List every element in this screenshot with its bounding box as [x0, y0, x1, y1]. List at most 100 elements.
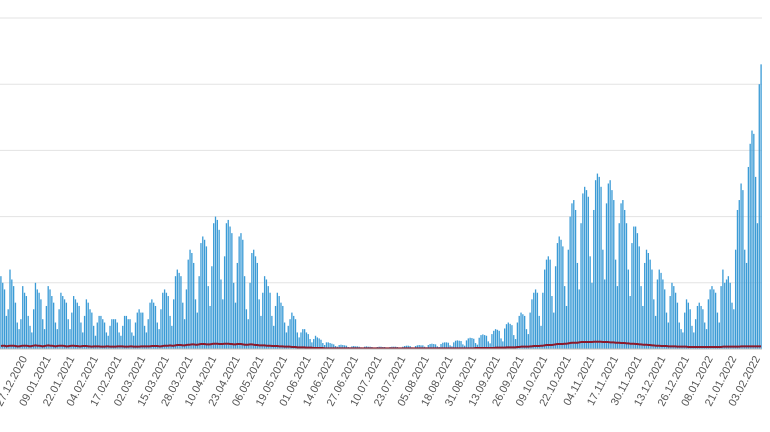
bar — [673, 286, 675, 349]
bar — [223, 256, 226, 349]
bar — [734, 249, 737, 349]
bar — [313, 339, 315, 349]
bar — [69, 329, 71, 349]
bar — [340, 344, 342, 349]
bar — [565, 305, 568, 349]
bar — [649, 259, 651, 349]
bar — [38, 292, 40, 349]
bar — [607, 183, 609, 349]
bar — [314, 335, 317, 349]
bar — [200, 243, 202, 349]
bar — [205, 246, 208, 349]
bar — [533, 292, 535, 349]
bar — [713, 289, 715, 349]
bar — [231, 233, 233, 349]
bar — [245, 309, 248, 349]
bar — [509, 323, 511, 349]
bar — [640, 286, 642, 349]
bar — [474, 343, 477, 349]
bar — [138, 309, 140, 349]
bar — [163, 289, 166, 349]
bar — [294, 319, 297, 349]
bar — [534, 289, 537, 349]
bar — [485, 335, 488, 349]
bar — [343, 345, 346, 349]
bar — [524, 315, 526, 349]
bar — [51, 296, 53, 349]
bar — [745, 262, 748, 349]
bar — [96, 322, 98, 349]
bar — [280, 302, 282, 349]
bar — [645, 249, 648, 349]
bar — [525, 329, 528, 349]
bar — [553, 312, 555, 349]
bar — [60, 292, 62, 349]
bar — [491, 334, 493, 349]
bar — [602, 249, 604, 349]
bar — [25, 296, 28, 349]
bar — [576, 262, 579, 349]
bar — [338, 345, 340, 349]
bar — [616, 286, 619, 349]
bar — [149, 302, 151, 349]
bar — [214, 216, 217, 349]
bar — [43, 329, 46, 349]
bar — [578, 289, 580, 349]
bar — [554, 266, 557, 349]
bar — [305, 332, 308, 349]
bar — [36, 289, 38, 349]
bar — [174, 276, 177, 349]
bar — [449, 345, 451, 349]
bar — [434, 344, 437, 349]
bar — [12, 286, 15, 349]
bar — [151, 299, 153, 349]
bar — [476, 344, 479, 349]
bar — [584, 186, 586, 349]
bar — [604, 279, 606, 349]
bar — [98, 315, 100, 349]
bar — [698, 302, 700, 349]
bar — [320, 339, 322, 349]
bar — [758, 84, 760, 349]
bar — [742, 190, 744, 349]
bar — [85, 299, 88, 349]
bar — [42, 319, 44, 349]
bar — [287, 325, 289, 349]
bar — [298, 337, 300, 349]
bar — [71, 312, 73, 349]
bar — [682, 332, 684, 349]
bar — [718, 322, 720, 349]
bar — [169, 315, 171, 349]
bar — [100, 315, 102, 349]
bar — [165, 292, 168, 349]
bar — [544, 269, 546, 349]
bar — [447, 342, 449, 349]
bar — [29, 325, 31, 349]
bar — [276, 292, 278, 349]
bar — [191, 253, 193, 349]
bar — [254, 256, 257, 349]
bar — [585, 190, 588, 349]
bar — [418, 345, 420, 349]
bar — [482, 334, 484, 349]
bar — [471, 338, 473, 349]
bar — [700, 305, 702, 349]
bar — [333, 344, 335, 349]
bar — [162, 292, 164, 349]
bar — [140, 312, 142, 349]
bar — [14, 302, 17, 349]
bar — [487, 341, 489, 349]
bar — [507, 322, 509, 349]
bar — [93, 325, 95, 349]
bar — [134, 322, 137, 349]
bar — [122, 325, 124, 349]
bar — [123, 315, 126, 349]
bar — [80, 322, 82, 349]
bar — [45, 305, 48, 349]
bar — [47, 286, 49, 349]
bar — [222, 299, 224, 349]
bar — [756, 223, 759, 349]
bar — [633, 226, 635, 349]
bar — [453, 342, 455, 349]
bar — [202, 236, 204, 349]
